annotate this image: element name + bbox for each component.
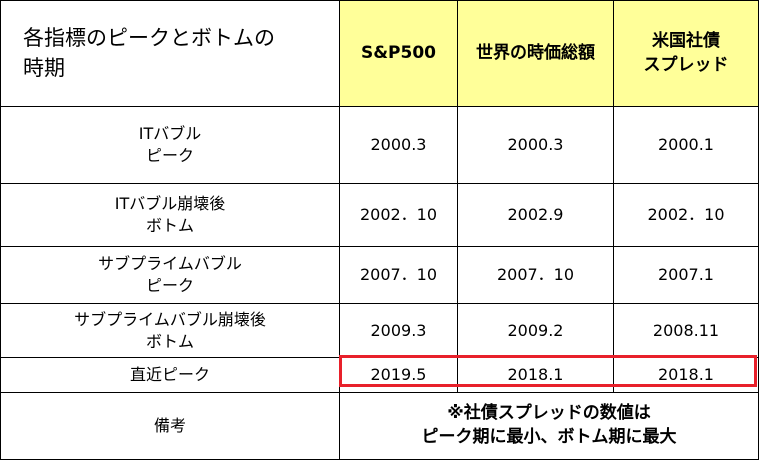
table-row: ITバブル ピーク 2000.3 2000.3 2000.1 — [0, 106, 759, 184]
table-title: 各指標のピークとボトムの 時期 — [0, 0, 340, 107]
column-header-us-corporate-bond-spread: 米国社債 スプレッド — [613, 0, 759, 107]
table-row: サブプライムバブル ピーク 2007．10 2007．10 2007.1 — [0, 246, 759, 304]
table-cell: 2002.9 — [457, 183, 614, 247]
row-label-it-bubble-bottom: ITバブル崩壊後 ボトム — [0, 183, 340, 247]
table-row: ITバブル崩壊後 ボトム 2002．10 2002.9 2002．10 — [0, 183, 759, 247]
table-cell: 2009.2 — [457, 303, 614, 358]
table-cell: 2000.3 — [339, 106, 458, 184]
table-cell: 2000.3 — [457, 106, 614, 184]
table-row-recent-peak: 直近ピーク 2019.5 2018.1 2018.1 — [0, 357, 759, 393]
table-cell: 2007．10 — [457, 246, 614, 304]
table-cell: 2008.11 — [613, 303, 759, 358]
remarks-row: 備考 ※社債スプレッドの数値は ピーク期に最小、ボトム期に最大 — [0, 392, 759, 460]
table-cell: 2018.1 — [457, 357, 614, 393]
column-header-world-market-cap: 世界の時価総額 — [457, 0, 614, 107]
remarks-note: ※社債スプレッドの数値は ピーク期に最小、ボトム期に最大 — [339, 392, 759, 460]
table-cell: 2019.5 — [339, 357, 458, 393]
table-cell: 2002．10 — [339, 183, 458, 247]
table-cell: 2018.1 — [613, 357, 759, 393]
table-cell: 2009.3 — [339, 303, 458, 358]
table-cell: 2007．10 — [339, 246, 458, 304]
column-header-sp500: S&P500 — [339, 0, 458, 107]
table-cell: 2000.1 — [613, 106, 759, 184]
header-row: 各指標のピークとボトムの 時期 S&P500 世界の時価総額 米国社債 スプレッ… — [0, 0, 759, 107]
row-label-recent-peak: 直近ピーク — [0, 357, 340, 393]
table-row: サブプライムバブル崩壊後 ボトム 2009.3 2009.2 2008.11 — [0, 303, 759, 358]
table-cell: 2007.1 — [613, 246, 759, 304]
row-label-subprime-peak: サブプライムバブル ピーク — [0, 246, 340, 304]
row-label-remarks: 備考 — [0, 392, 340, 460]
row-label-it-bubble-peak: ITバブル ピーク — [0, 106, 340, 184]
row-label-subprime-bottom: サブプライムバブル崩壊後 ボトム — [0, 303, 340, 358]
table-cell: 2002．10 — [613, 183, 759, 247]
